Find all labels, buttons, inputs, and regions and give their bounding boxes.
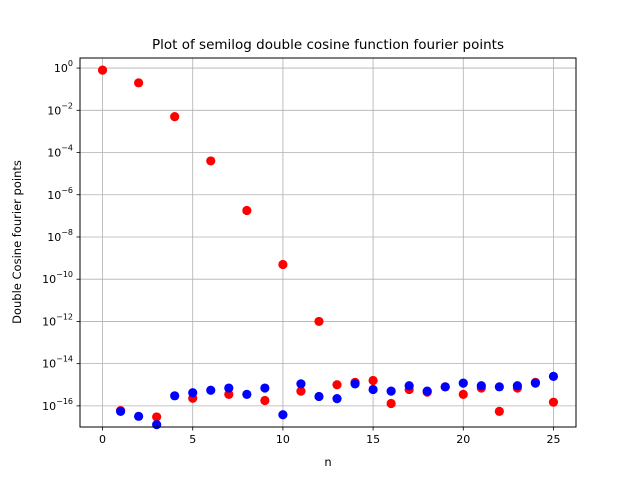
plot-frame — [80, 58, 576, 427]
data-point — [459, 390, 468, 399]
data-point — [549, 372, 558, 381]
chart-title: Plot of semilog double cosine function f… — [152, 37, 504, 53]
data-point — [260, 396, 269, 405]
x-tick-label: 5 — [189, 433, 196, 446]
data-point — [332, 380, 341, 389]
data-point — [314, 317, 323, 326]
x-tick-label: 10 — [276, 433, 290, 446]
data-points — [98, 66, 558, 430]
x-tick-label: 25 — [546, 433, 560, 446]
x-tick-label: 15 — [366, 433, 380, 446]
data-point — [350, 379, 359, 388]
data-point — [405, 381, 414, 390]
data-point — [495, 382, 504, 391]
y-tick-label: 10−2 — [47, 101, 73, 117]
data-point — [441, 382, 450, 391]
y-tick-label: 100 — [54, 59, 73, 75]
data-point — [278, 260, 287, 269]
data-point — [387, 399, 396, 408]
data-point — [170, 391, 179, 400]
data-point — [206, 156, 215, 165]
data-point — [242, 206, 251, 215]
data-point — [531, 379, 540, 388]
data-point — [423, 387, 432, 396]
data-point — [459, 379, 468, 388]
data-point — [368, 385, 377, 394]
data-point — [188, 388, 197, 397]
data-point — [549, 398, 558, 407]
data-point — [387, 387, 396, 396]
data-point — [116, 407, 125, 416]
data-point — [332, 394, 341, 403]
x-tick-label: 0 — [99, 433, 106, 446]
y-axis-label: Double Cosine fourier points — [10, 160, 24, 324]
y-tick-label: 10−6 — [47, 186, 73, 202]
data-point — [170, 112, 179, 121]
data-point — [242, 390, 251, 399]
data-point — [134, 412, 143, 421]
data-point — [296, 379, 305, 388]
data-point — [278, 410, 287, 419]
data-point — [134, 78, 143, 87]
data-point — [152, 420, 161, 429]
data-point — [206, 386, 215, 395]
data-point — [260, 383, 269, 392]
series-red — [98, 66, 558, 422]
y-tick-label: 10−10 — [42, 270, 73, 286]
data-point — [368, 376, 377, 385]
x-axis-label: n — [324, 455, 331, 469]
x-tick-label: 20 — [456, 433, 470, 446]
y-tick-label: 10−12 — [42, 312, 73, 328]
data-point — [477, 381, 486, 390]
data-point — [224, 383, 233, 392]
y-tick-label: 10−16 — [42, 397, 73, 413]
grid — [80, 58, 576, 427]
data-point — [314, 392, 323, 401]
data-point — [98, 66, 107, 75]
y-tick-label: 10−8 — [47, 228, 73, 244]
data-point — [495, 407, 504, 416]
y-tick-label: 10−4 — [47, 144, 73, 160]
data-point — [513, 381, 522, 390]
y-tick-label: 10−14 — [42, 355, 73, 371]
